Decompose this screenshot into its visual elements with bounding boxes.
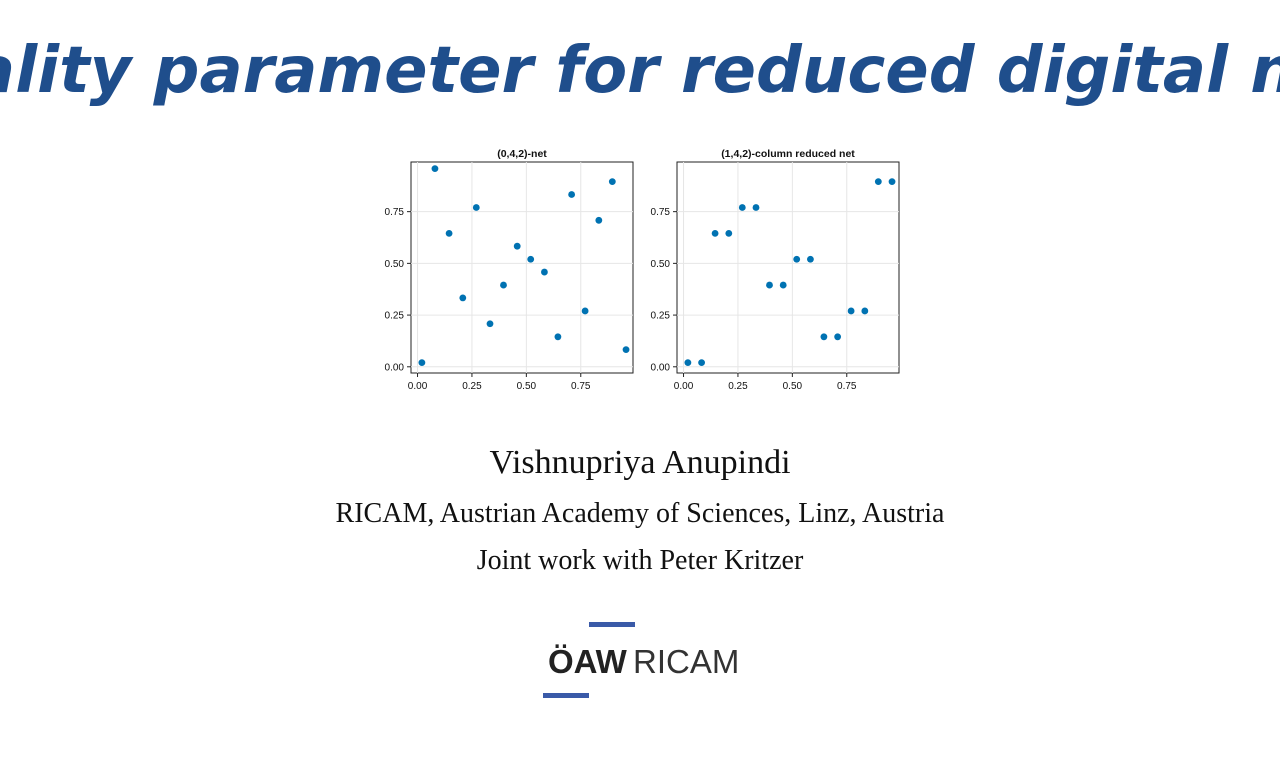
slide-title: Quality parameter for reduced digital ne…: [0, 34, 1280, 108]
chart-right-point: [847, 307, 855, 315]
chart-left-ytick-label: 0.00: [385, 362, 405, 373]
chart-right-point: [738, 204, 746, 211]
chart-left-point: [581, 307, 589, 315]
chart-left-point: [431, 165, 439, 173]
chart-left-point: [459, 294, 467, 302]
chart-left-title: (0,4,2)-net: [497, 148, 547, 160]
chart-right-ytick-label: 0.00: [651, 362, 671, 373]
logo-top-bar: [589, 622, 635, 627]
chart-right-point: [793, 255, 801, 263]
chart-right: 0.00 0.25 0.50 0.75 0.00 0.25 0.50 0.75 (1,4,2)…: [651, 148, 900, 392]
chart-right-point: [820, 333, 828, 341]
chart-left-grid: [411, 162, 633, 373]
chart-right-frame: [676, 161, 900, 374]
chart-right-point: [752, 204, 760, 211]
logo-bottom-bar: [543, 693, 589, 698]
chart-right-ticks: 0.00 0.25 0.50 0.75 0.00 0.25 0.50 0.75: [651, 207, 857, 392]
chart-right-marks: [684, 178, 896, 367]
chart-right-point: [779, 281, 787, 289]
chart-right-point: [888, 178, 896, 186]
joint-work-note: Joint work with Peter Kritzer: [476, 545, 804, 576]
chart-left-ticks: 0.00 0.25 0.50 0.75 0.00 0.25 0.50 0.75: [385, 207, 591, 392]
chart-left-point: [418, 359, 426, 367]
slide-title-text: Quality parameter for reduced digital ne…: [0, 34, 1280, 108]
chart-right-ytick-label: 0.50: [651, 259, 671, 270]
chart-left-point: [595, 216, 603, 224]
chart-right-xtick-label: 0.75: [837, 381, 857, 392]
author-name: Vishnupriya Anupindi: [489, 444, 791, 481]
chart-right-point: [684, 359, 692, 367]
chart-right-point: [807, 255, 814, 263]
chart-left-point: [622, 346, 630, 354]
chart-left-point: [608, 178, 616, 186]
chart-right-point: [834, 333, 842, 341]
chart-right-point: [874, 178, 882, 186]
chart-right-point: [698, 359, 705, 367]
chart-right-point: [725, 229, 733, 237]
chart-left-point: [513, 242, 521, 250]
chart-right-point: [711, 229, 719, 237]
chart-right-ytick-label: 0.25: [651, 311, 671, 322]
chart-left: 0.00 0.25 0.50 0.75 0.00 0.25 0.50 0.75 (0,4,2)…: [385, 148, 634, 392]
chart-left-point: [486, 320, 494, 328]
chart-left-point: [527, 255, 535, 263]
chart-right-xtick-label: 0.50: [783, 381, 803, 392]
chart-left-point: [568, 191, 576, 198]
chart-left-xtick-label: 0.50: [517, 381, 537, 392]
oaw-ricam-logo: ÖAW RICAM: [543, 622, 739, 698]
affiliation: RICAM, Austrian Academy of Sciences, Lin…: [335, 498, 945, 529]
chart-right-title: (1,4,2)-column reduced net: [721, 148, 855, 160]
chart-left-xtick-label: 0.00: [408, 381, 428, 392]
chart-left-point: [445, 229, 453, 237]
chart-left-xtick-label: 0.75: [571, 381, 591, 392]
chart-left-frame: [410, 161, 634, 374]
chart-left-point: [472, 204, 480, 211]
chart-right-point: [861, 307, 869, 315]
chart-left-point: [500, 281, 507, 289]
chart-right-point: [766, 281, 773, 289]
logo-ricam-text: RICAM: [633, 643, 739, 680]
chart-right-grid: [677, 162, 899, 373]
chart-left-xtick-label: 0.25: [462, 381, 482, 392]
figure-panel: 0.00 0.25 0.50 0.75 0.00 0.25 0.50 0.75 (0,4,2)…: [385, 148, 900, 392]
chart-left-ytick-label: 0.25: [385, 311, 405, 322]
chart-left-ytick-label: 0.75: [385, 207, 405, 218]
chart-left-point: [554, 333, 562, 341]
logo-oaw-text: ÖAW: [548, 643, 628, 680]
chart-right-ytick-label: 0.75: [651, 207, 671, 218]
chart-left-ytick-label: 0.50: [385, 259, 405, 270]
chart-right-xtick-label: 0.00: [674, 381, 694, 392]
chart-left-point: [541, 268, 548, 276]
chart-right-xtick-label: 0.25: [728, 381, 748, 392]
chart-left-marks: [418, 165, 630, 367]
